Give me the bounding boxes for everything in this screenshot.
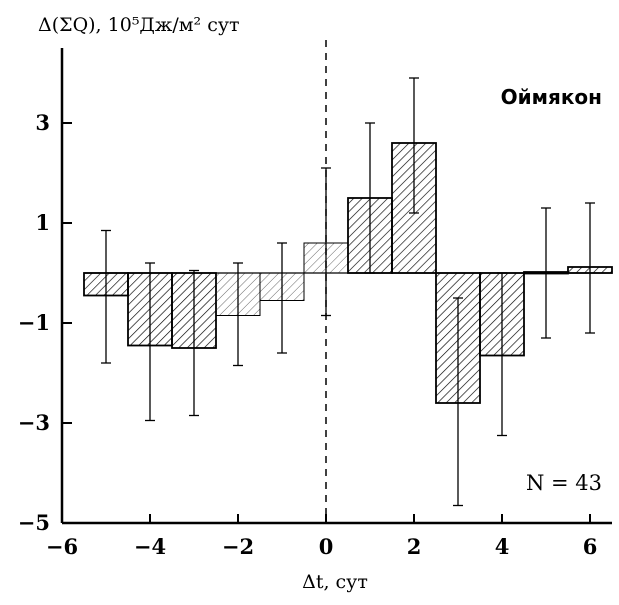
n-count-label: N = 43 (526, 471, 602, 495)
station-label: Оймякон (501, 85, 602, 109)
x-tick-label: −2 (222, 534, 254, 559)
x-tick-label: 2 (407, 534, 422, 559)
y-tick-label: 1 (35, 210, 50, 235)
x-tick-label: −4 (134, 534, 166, 559)
x-tick-label: 4 (495, 534, 510, 559)
y-tick-label: −3 (18, 410, 50, 435)
y-axis-label: Δ(ΣQ), 10⁵Дж/м² сут (38, 14, 240, 36)
x-tick-label: 0 (319, 534, 334, 559)
y-tick-label: −5 (18, 510, 50, 535)
y-tick-label: 3 (35, 110, 50, 135)
x-axis-label: Δt, сут (302, 571, 368, 593)
y-tick-label: −1 (18, 310, 50, 335)
x-tick-label: 6 (583, 534, 598, 559)
x-tick-label: −6 (46, 534, 78, 559)
